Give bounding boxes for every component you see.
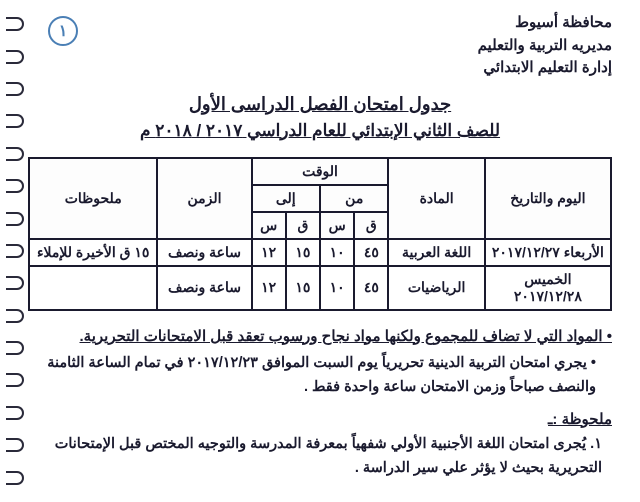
cell-from-m: ٤٥ xyxy=(354,239,388,266)
sub-title: للصف الثاني الإبتدائي للعام الدراسي ٢٠١٧… xyxy=(28,121,612,141)
cell-duration: ساعة ونصف xyxy=(157,239,251,266)
cell-from-h: ١٠ xyxy=(320,239,354,266)
cell-subject: الرياضيات xyxy=(388,266,484,310)
table-row: الأربعاء ٢٠١٧/١٢/٢٧ اللغة العربية ٤٥ ١٠ … xyxy=(29,239,611,266)
th-notes: ملحوظات xyxy=(29,158,157,239)
cell-from-h: ١٠ xyxy=(320,266,354,310)
governorate-line: محافظة أسيوط xyxy=(478,12,612,35)
th-date: اليوم والتاريخ xyxy=(485,158,611,239)
th-time: الوقت xyxy=(252,158,389,185)
document-page: محافظة أسيوط مديريه التربية والتعليم إدا… xyxy=(0,0,640,489)
cell-from-m: ٤٥ xyxy=(354,266,388,310)
th-from-h: س xyxy=(320,212,354,239)
note-bullet-1: • يجري امتحان التربية الدينية تحريرياً ي… xyxy=(28,351,596,400)
page-number-circle: ١ xyxy=(48,16,78,46)
cell-to-h: ١٢ xyxy=(252,266,286,310)
th-from-m: ق xyxy=(354,212,388,239)
th-from: من xyxy=(320,185,388,212)
page-number: ١ xyxy=(59,21,68,41)
th-to: إلى xyxy=(252,185,320,212)
table-row: الخميس ٢٠١٧/١٢/٢٨ الرياضيات ٤٥ ١٠ ١٥ ١٢ … xyxy=(29,266,611,310)
cell-note: ١٥ ق الأخيرة للإملاء xyxy=(29,239,157,266)
exam-schedule-table: اليوم والتاريخ المادة الوقت الزمن ملحوظا… xyxy=(28,157,612,311)
cell-date: الخميس ٢٠١٧/١٢/٢٨ xyxy=(485,266,611,310)
th-subject: المادة xyxy=(388,158,484,239)
cell-subject: اللغة العربية xyxy=(388,239,484,266)
cell-to-m: ١٥ xyxy=(286,266,320,310)
cell-date: الأربعاء ٢٠١٧/١٢/٢٧ xyxy=(485,239,611,266)
cell-to-m: ١٥ xyxy=(286,239,320,266)
directorate-line: مديريه التربية والتعليم xyxy=(478,35,612,58)
cell-to-h: ١٢ xyxy=(252,239,286,266)
th-to-m: ق xyxy=(286,212,320,239)
document-header: محافظة أسيوط مديريه التربية والتعليم إدا… xyxy=(28,12,612,80)
department-line: إدارة التعليم الابتدائي xyxy=(478,57,612,80)
th-to-h: س xyxy=(252,212,286,239)
main-title: جدول امتحان الفصل الدراسى الأول xyxy=(28,94,612,115)
th-duration: الزمن xyxy=(157,158,251,239)
cell-duration: ساعة ونصف xyxy=(157,266,251,310)
sub-heading: ملحوظة :ـ xyxy=(28,410,612,428)
notes-main-heading: • المواد التي لا تضاف للمجموع ولكنها موا… xyxy=(28,327,612,345)
note-numbered-1: ١. يُجرى امتحان اللغة الأجنبية الأولي شف… xyxy=(28,432,602,481)
cell-note xyxy=(29,266,157,310)
